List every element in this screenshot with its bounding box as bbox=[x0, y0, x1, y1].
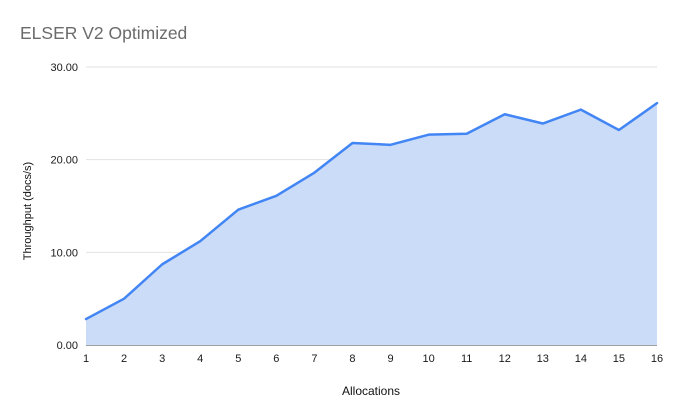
x-tick-label: 8 bbox=[349, 353, 355, 365]
area-fill bbox=[86, 103, 657, 345]
x-tick-label: 1 bbox=[83, 353, 89, 365]
x-tick-label: 5 bbox=[235, 353, 241, 365]
x-tick-label: 16 bbox=[651, 353, 663, 365]
y-tick-label: 30.00 bbox=[50, 62, 78, 74]
series-line bbox=[84, 101, 659, 321]
x-tick-label: 10 bbox=[422, 353, 434, 365]
x-tick-label: 7 bbox=[311, 353, 317, 365]
x-tick-label: 3 bbox=[159, 353, 165, 365]
x-tick-label: 4 bbox=[197, 353, 203, 365]
y-tick-label: 0.00 bbox=[57, 340, 78, 352]
x-tick-label: 11 bbox=[461, 353, 472, 365]
y-tick-label: 10.00 bbox=[50, 247, 78, 259]
x-tick-label: 9 bbox=[387, 353, 393, 365]
x-tick-label: 6 bbox=[273, 353, 279, 365]
chart-title: ELSER V2 Optimized bbox=[20, 23, 188, 43]
x-tick-label: 14 bbox=[575, 353, 587, 365]
x-tick-label: 15 bbox=[613, 353, 625, 365]
x-axis-title: Allocations bbox=[341, 384, 401, 398]
x-tick-label: 2 bbox=[121, 353, 127, 365]
y-tick-label: 20.00 bbox=[50, 155, 78, 167]
x-tick-label: 12 bbox=[499, 353, 511, 365]
x-tick-label: 13 bbox=[537, 353, 549, 365]
